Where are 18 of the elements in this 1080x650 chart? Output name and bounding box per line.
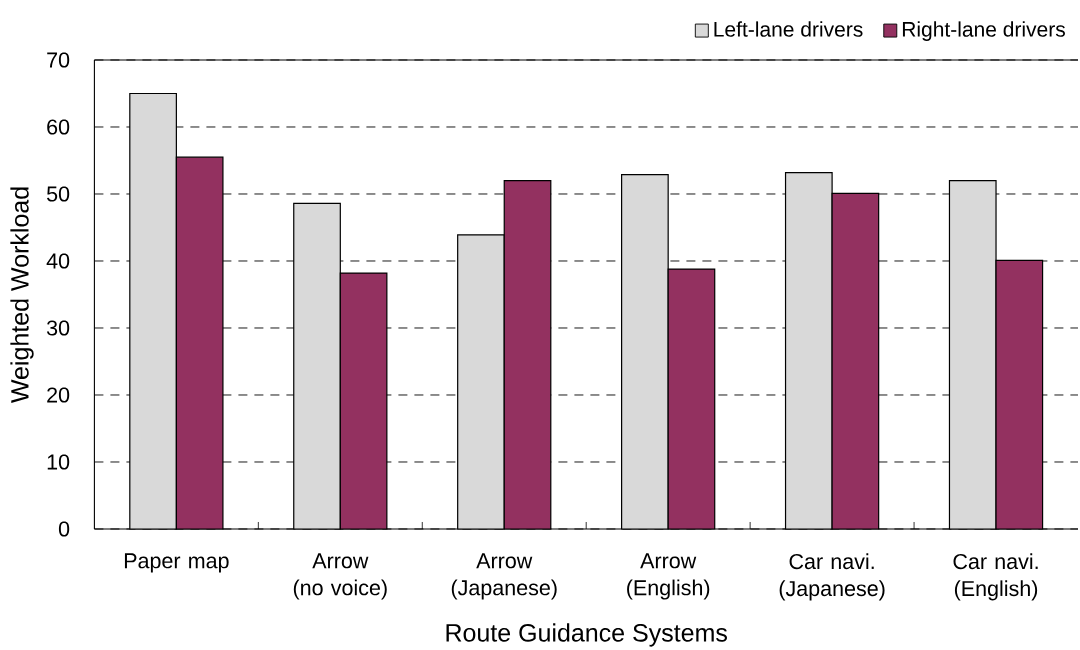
y-tick-label: 40 <box>46 253 70 269</box>
y-tick-label: 10 <box>47 454 70 470</box>
x-tick-label: Car navi. (English) <box>953 553 1038 601</box>
x-tick-label: Arrow (Japanese) <box>451 553 557 600</box>
x-tick-label: Arrow (English) <box>627 553 710 600</box>
y-tick-label: 0 <box>58 521 70 537</box>
y-tick-label: 50 <box>46 186 70 202</box>
x-tick-label: Arrow (no voice) <box>293 553 387 600</box>
y-tick-label: 70 <box>47 52 70 68</box>
legend-label: Left-lane drivers <box>714 21 863 37</box>
y-tick-label: 30 <box>46 320 70 336</box>
y-tick-label: 20 <box>47 387 70 403</box>
x-axis-title: Route Guidance Systems <box>446 623 727 647</box>
x-tick-label: Paper map <box>124 553 229 573</box>
y-tick-label: 60 <box>47 119 70 135</box>
y-axis-title: Weighted Workload <box>10 187 34 403</box>
x-tick-label: Car navi. (Japanese) <box>779 553 885 601</box>
legend-label: Right-lane drivers <box>902 21 1065 41</box>
